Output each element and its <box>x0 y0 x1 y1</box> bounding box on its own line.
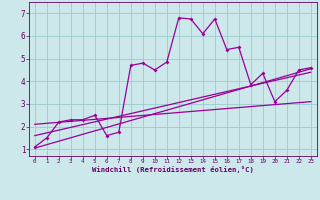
X-axis label: Windchill (Refroidissement éolien,°C): Windchill (Refroidissement éolien,°C) <box>92 166 254 173</box>
